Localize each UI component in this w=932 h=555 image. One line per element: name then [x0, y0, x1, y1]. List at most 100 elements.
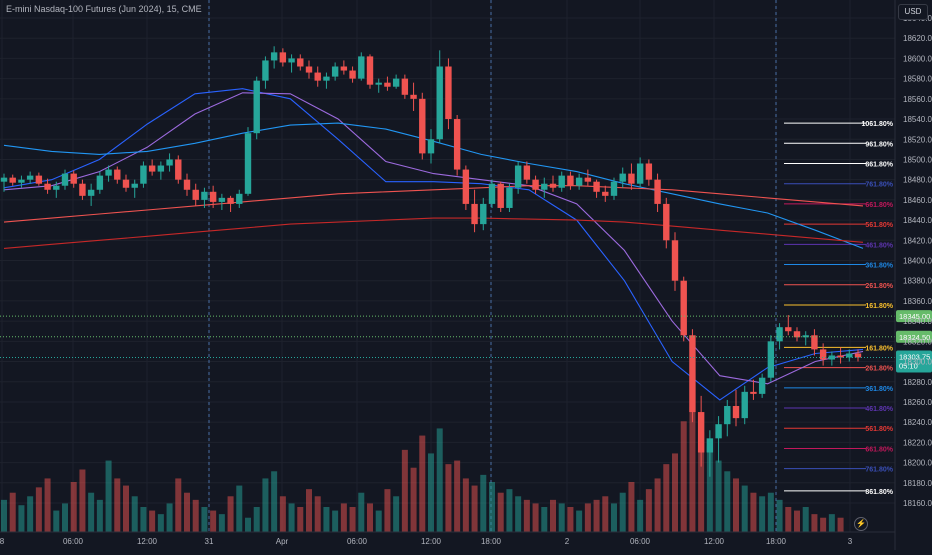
candle[interactable] — [697, 395, 705, 467]
candle[interactable] — [323, 72, 330, 89]
candle[interactable] — [244, 127, 252, 196]
candle[interactable] — [785, 315, 792, 336]
candle[interactable] — [471, 189, 478, 233]
candle[interactable] — [532, 175, 539, 194]
candle[interactable] — [462, 165, 470, 210]
candle[interactable] — [131, 179, 138, 198]
candle[interactable] — [358, 52, 365, 81]
fib-level[interactable]: 661.80% — [784, 202, 894, 209]
candle[interactable] — [288, 54, 295, 73]
candle[interactable] — [663, 197, 670, 249]
candle[interactable] — [279, 48, 287, 67]
candle[interactable] — [549, 175, 557, 192]
candle[interactable] — [767, 335, 775, 382]
candlesticks[interactable] — [0, 46, 862, 477]
candle[interactable] — [61, 169, 69, 190]
fib-level[interactable]: 761.80% — [784, 182, 894, 189]
candle[interactable] — [227, 195, 234, 212]
candle[interactable] — [445, 58, 452, 130]
candle[interactable] — [480, 197, 487, 231]
candle[interactable] — [802, 331, 809, 346]
fib-level[interactable]: 761.80% — [784, 467, 894, 474]
fib-level[interactable]: 961.80% — [784, 141, 894, 148]
candle[interactable] — [741, 385, 748, 425]
currency-button[interactable]: USD — [898, 4, 928, 20]
candle[interactable] — [122, 174, 130, 192]
candle[interactable] — [819, 343, 827, 366]
candle[interactable] — [340, 60, 348, 75]
candle[interactable] — [44, 178, 51, 194]
fib-level[interactable]: 861.80% — [784, 489, 894, 496]
candle[interactable] — [506, 183, 513, 212]
fib-level[interactable]: 161.80% — [784, 303, 894, 310]
candle[interactable] — [9, 174, 16, 186]
candle[interactable] — [558, 171, 565, 192]
candle[interactable] — [18, 175, 25, 188]
candle[interactable] — [70, 170, 77, 188]
fib-level[interactable]: 261.80% — [784, 283, 894, 290]
symbol-title[interactable]: E-mini Nasdaq-100 Futures (Jun 2024), 15… — [6, 4, 202, 14]
candle[interactable] — [392, 74, 400, 89]
candle[interactable] — [497, 181, 504, 212]
candle[interactable] — [488, 179, 496, 208]
candle[interactable] — [427, 129, 435, 164]
candle[interactable] — [593, 179, 600, 198]
candle[interactable] — [680, 276, 687, 342]
candle[interactable] — [270, 46, 278, 69]
candle[interactable] — [79, 179, 86, 200]
fib-level[interactable]: 1061.80% — [784, 121, 894, 128]
candle[interactable] — [0, 173, 8, 192]
candle[interactable] — [610, 177, 618, 200]
candle[interactable] — [419, 92, 426, 160]
candle[interactable] — [349, 66, 356, 83]
fib-level[interactable]: 461.80% — [784, 406, 894, 413]
candle[interactable] — [575, 173, 583, 190]
candle[interactable] — [105, 165, 112, 182]
candle[interactable] — [366, 54, 374, 89]
candle[interactable] — [262, 56, 269, 89]
candle[interactable] — [645, 159, 653, 186]
candle[interactable] — [175, 155, 182, 184]
candle[interactable] — [140, 161, 147, 188]
candle[interactable] — [750, 379, 757, 400]
fib-level[interactable]: 861.80% — [784, 162, 894, 169]
candle[interactable] — [114, 166, 121, 184]
fib-level[interactable]: 361.80% — [784, 386, 894, 393]
candle[interactable] — [724, 399, 731, 437]
candle[interactable] — [53, 181, 60, 198]
candle[interactable] — [541, 177, 548, 198]
candle[interactable] — [706, 430, 714, 477]
candle[interactable] — [636, 157, 644, 188]
candle[interactable] — [236, 189, 243, 208]
candle[interactable] — [453, 115, 461, 176]
candle[interactable] — [410, 82, 417, 111]
candle[interactable] — [628, 163, 635, 190]
candle[interactable] — [654, 173, 661, 212]
candle[interactable] — [209, 185, 217, 208]
candle[interactable] — [854, 349, 862, 362]
candle[interactable] — [96, 171, 104, 194]
candle[interactable] — [26, 171, 34, 184]
candle[interactable] — [837, 347, 844, 364]
lightning-icon[interactable]: ⚡ — [854, 517, 868, 531]
candle[interactable] — [602, 185, 609, 202]
candle[interactable] — [619, 167, 626, 188]
candle[interactable] — [201, 187, 208, 208]
candle[interactable] — [776, 323, 783, 350]
candle[interactable] — [253, 76, 260, 140]
candle[interactable] — [87, 183, 95, 206]
fib-level[interactable]: 161.80% — [784, 345, 894, 352]
candle[interactable] — [218, 193, 226, 210]
fib-level[interactable]: 661.80% — [784, 446, 894, 453]
candle[interactable] — [331, 62, 339, 81]
candle[interactable] — [375, 78, 382, 93]
candle[interactable] — [758, 373, 766, 398]
fib-level[interactable]: 561.80% — [784, 426, 894, 433]
candle[interactable] — [715, 416, 722, 463]
candle[interactable] — [793, 327, 801, 342]
candle[interactable] — [567, 171, 574, 190]
candle[interactable] — [436, 50, 443, 144]
candle[interactable] — [314, 66, 321, 87]
